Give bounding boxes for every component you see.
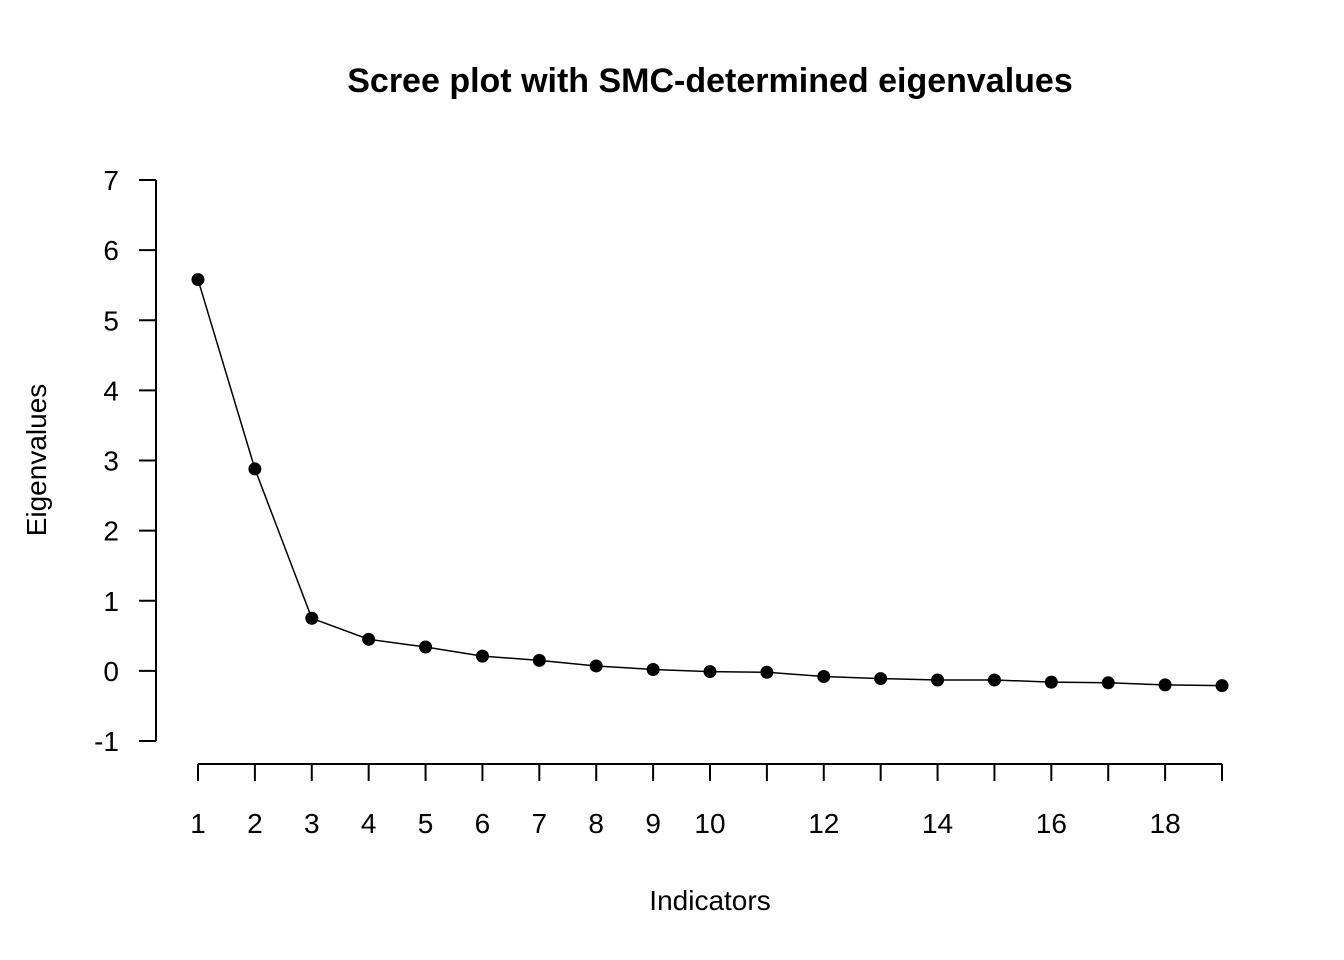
data-point — [305, 611, 319, 625]
data-point — [1101, 676, 1115, 690]
x-tick-label: 6 — [475, 808, 491, 839]
x-tick-label: 5 — [418, 808, 434, 839]
x-axis: 1 2 3 4 5 6 7 8 9 10 12 14 16 18 — [190, 763, 1223, 839]
data-point — [1044, 675, 1058, 689]
data-point — [1158, 678, 1172, 692]
data-point — [987, 673, 1001, 687]
data-point — [703, 665, 717, 679]
y-tick-label: 7 — [103, 165, 119, 196]
x-tick-label: 14 — [922, 808, 953, 839]
x-tick-label: 12 — [808, 808, 839, 839]
y-tick-label: 5 — [103, 305, 119, 336]
x-tick-label: 8 — [588, 808, 604, 839]
data-point — [191, 273, 205, 287]
data-point — [646, 662, 660, 676]
data-point — [362, 632, 376, 646]
y-ticks: -1 0 1 2 3 4 5 6 7 — [94, 165, 156, 757]
x-tick-label: 4 — [361, 808, 377, 839]
data-point — [419, 640, 433, 654]
series-line — [197, 279, 1223, 687]
data-point — [532, 653, 546, 667]
data-point — [1215, 679, 1229, 693]
data-point — [248, 462, 262, 476]
x-ticks: 1 2 3 4 5 6 7 8 9 10 12 14 16 18 — [190, 764, 1223, 839]
y-tick-label: 0 — [103, 656, 119, 687]
data-point — [475, 649, 489, 663]
data-point — [874, 672, 888, 686]
x-tick-label: 3 — [304, 808, 320, 839]
y-tick-label: 4 — [103, 375, 119, 406]
data-point — [931, 673, 945, 687]
y-axis: -1 0 1 2 3 4 5 6 7 — [94, 165, 157, 757]
x-axis-label: Indicators — [649, 885, 770, 916]
y-tick-label: 6 — [103, 235, 119, 266]
x-tick-label: 10 — [694, 808, 725, 839]
y-axis-label: Eigenvalues — [21, 384, 52, 537]
data-point — [817, 669, 831, 683]
y-tick-label: 1 — [103, 586, 119, 617]
x-tick-label: 1 — [190, 808, 206, 839]
x-tick-label: 18 — [1150, 808, 1181, 839]
data-point — [589, 659, 603, 673]
data-point — [760, 665, 774, 679]
x-tick-label: 9 — [645, 808, 661, 839]
x-tick-label: 7 — [532, 808, 548, 839]
y-tick-label: 3 — [103, 446, 119, 477]
x-tick-label: 16 — [1036, 808, 1067, 839]
chart-title: Scree plot with SMC-determined eigenvalu… — [347, 62, 1073, 100]
y-tick-label: -1 — [94, 726, 119, 757]
series-eigenvalues — [191, 273, 1229, 693]
x-tick-label: 2 — [247, 808, 263, 839]
y-tick-label: 2 — [103, 516, 119, 547]
